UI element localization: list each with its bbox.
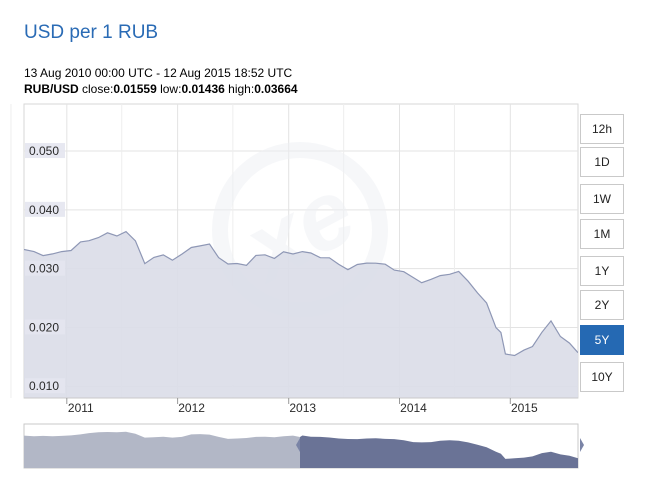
x-tick-label: 2015 [511,401,538,415]
close-label: close: [78,82,114,96]
x-axis: 2011 2012 2013 2014 2015 [66,398,538,415]
range-button-1m[interactable]: 1M [580,219,624,249]
currency-pair: RUB/USD [24,82,79,96]
page-title: USD per 1 RUB [24,22,159,43]
y-tick-label: 0.010 [29,379,59,393]
high-label: high: [224,82,255,96]
navigator-unselected-area [24,431,300,468]
y-tick-bg [25,143,65,159]
range-button-2y[interactable]: 2Y [580,290,624,320]
navigator-selected-area[interactable] [300,435,578,469]
x-tick-label: 2012 [178,401,205,415]
y-axis: 0.010 0.020 0.030 0.040 0.050 [25,143,65,394]
range-button-12h[interactable]: 12h [580,114,624,144]
range-button-1w[interactable]: 1W [580,184,624,214]
x-tick-label: 2011 [68,401,94,415]
y-tick-label: 0.020 [29,320,59,334]
low-label: low: [156,82,182,96]
range-button-5y[interactable]: 5Y [580,325,624,355]
low-value: 0.01436 [181,82,225,96]
x-tick-label: 2013 [289,401,316,415]
range-button-10y[interactable]: 10Y [580,362,624,392]
navigator-right-handle[interactable] [580,438,584,452]
close-value: 0.01559 [113,82,157,96]
y-tick-label: 0.050 [29,144,59,158]
date-range-text: 13 Aug 2010 00:00 UTC - 12 Aug 2015 18:5… [24,66,293,80]
y-tick-label: 0.030 [29,262,59,276]
range-button-1d[interactable]: 1D [580,147,624,177]
y-tick-bg [25,201,65,217]
high-value: 0.03664 [254,82,298,96]
rate-line [24,230,578,357]
x-tick-label: 2014 [400,401,427,415]
y-tick-bg [25,260,65,276]
y-tick-bg [25,378,65,394]
y-tick-bg [25,319,65,335]
range-button-1y[interactable]: 1Y [580,256,624,286]
navigator[interactable] [23,423,584,469]
y-tick-label: 0.040 [29,203,59,217]
rate-area [24,231,578,398]
price-stats: RUB/USD close:0.01559 low:0.01436 high:0… [24,82,298,96]
navigator-left-handle[interactable] [296,438,300,452]
